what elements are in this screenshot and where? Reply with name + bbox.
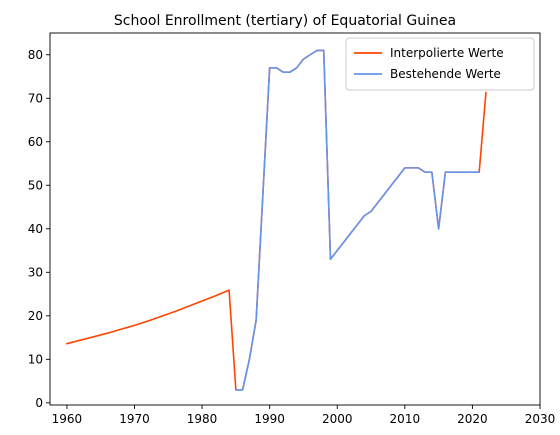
legend-box <box>345 37 535 91</box>
legend-label-0: Interpolierte Werte <box>390 46 504 60</box>
chart-title: School Enrollment (tertiary) of Equatori… <box>114 13 456 29</box>
plot-area <box>65 49 487 391</box>
legend: Interpolierte Werte Bestehende Werte <box>345 37 535 91</box>
y-tick-label-4: 40 <box>28 222 43 236</box>
axes: 1960 1970 1980 1990 2000 2010 2020 203001020304… <box>28 32 556 426</box>
y-tick-label-7: 70 <box>28 91 43 105</box>
x-tick-label-5: 2010 <box>390 412 421 426</box>
axes-frame <box>49 32 541 406</box>
x-tick-label-3: 1990 <box>254 412 285 426</box>
y-tick-label-2: 20 <box>28 309 43 323</box>
x-tick-label-4: 2000 <box>322 412 353 426</box>
y-tick-label-1: 10 <box>28 352 43 366</box>
x-tick-label-7: 2030 <box>525 412 556 426</box>
series-line-1 <box>235 49 480 391</box>
x-tick-label-0: 1960 <box>52 412 83 426</box>
y-tick-label-0: 0 <box>35 396 43 410</box>
legend-label-1: Bestehende Werte <box>390 67 501 81</box>
x-tick-label-6: 2020 <box>457 412 488 426</box>
y-tick-label-5: 50 <box>28 178 43 192</box>
y-tick-label-3: 30 <box>28 265 43 279</box>
y-tick-label-8: 80 <box>28 48 43 62</box>
x-tick-label-2: 1980 <box>187 412 218 426</box>
x-tick-label-1: 1970 <box>119 412 150 426</box>
y-tick-label-6: 60 <box>28 135 43 149</box>
